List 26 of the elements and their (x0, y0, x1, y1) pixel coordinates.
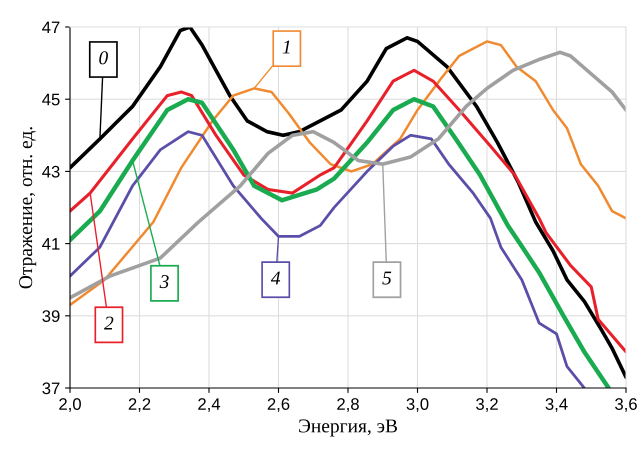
x-axis-title: Энергия, эВ (299, 419, 398, 436)
y-axis-title: Отражение, отн. ед. (19, 127, 36, 288)
y-tick-label: 41 (42, 238, 60, 250)
x-tick-label: 2,4 (198, 398, 220, 412)
line-series (70, 130, 586, 388)
y-tick-label: 39 (42, 310, 60, 322)
x-tick-label: 3,0 (406, 398, 428, 412)
y-tick-label: 45 (42, 94, 60, 106)
text: 1 (282, 40, 290, 54)
y-tick-label: 47 (42, 22, 60, 34)
text: 2 (104, 316, 114, 330)
x-tick-label: 2,0 (59, 398, 81, 412)
x-tick-label: 2,6 (268, 398, 290, 412)
y-tick-label: 43 (42, 166, 60, 178)
y-tick-label: 37 (42, 382, 60, 394)
line-series (70, 96, 611, 388)
x-tick-label: 2,2 (128, 398, 150, 412)
x-tick-label: 3,6 (615, 398, 637, 412)
x-tick-label: 2,8 (337, 398, 359, 412)
legend-label: 4 (270, 272, 280, 284)
x-tick-label: 3,2 (476, 398, 498, 412)
x-tick-label: 3,4 (546, 398, 568, 412)
line-series (70, 68, 626, 354)
text: 0 (99, 51, 108, 64)
text: 5 (382, 272, 392, 285)
text: 3 (160, 275, 169, 288)
